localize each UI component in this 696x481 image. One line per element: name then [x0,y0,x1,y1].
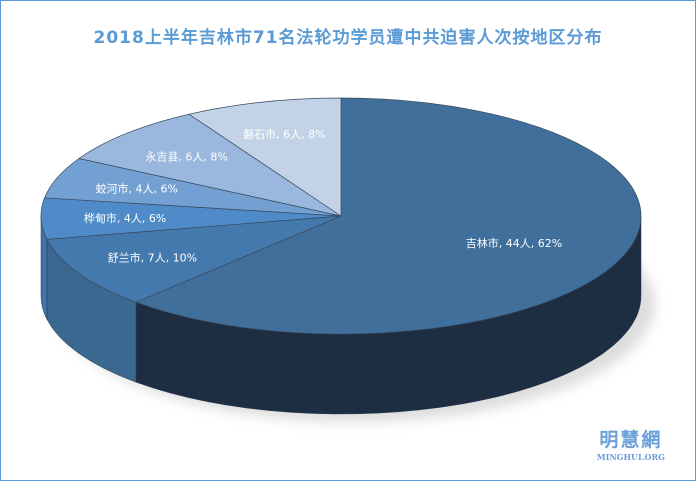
pie-slice-1 [46,215,342,303]
minghui-logo: 明慧網 MINGHUI.ORG [597,425,665,462]
slice-label: 桦甸市, 4人, 6% [84,211,166,225]
logo-en: MINGHUI.ORG [596,452,665,462]
slice-label: 磐石市, 6人, 8% [243,127,325,141]
pie-slice-4 [78,113,342,217]
pie-slice-0 [135,97,642,335]
logo-cn: 明慧網 [599,429,663,451]
pie-slice-5 [188,97,342,217]
slice-label: 吉林市, 44人, 62% [466,236,562,250]
slice-label: 蛟河市, 4人, 6% [96,181,178,195]
slice-label: 永吉县, 6人, 8% [145,150,227,164]
slice-label: 舒兰市, 7人, 10% [108,250,197,264]
chart-title: 2018上半年吉林市71名法轮功学员遭中共迫害人次按地区分布 [93,28,603,48]
